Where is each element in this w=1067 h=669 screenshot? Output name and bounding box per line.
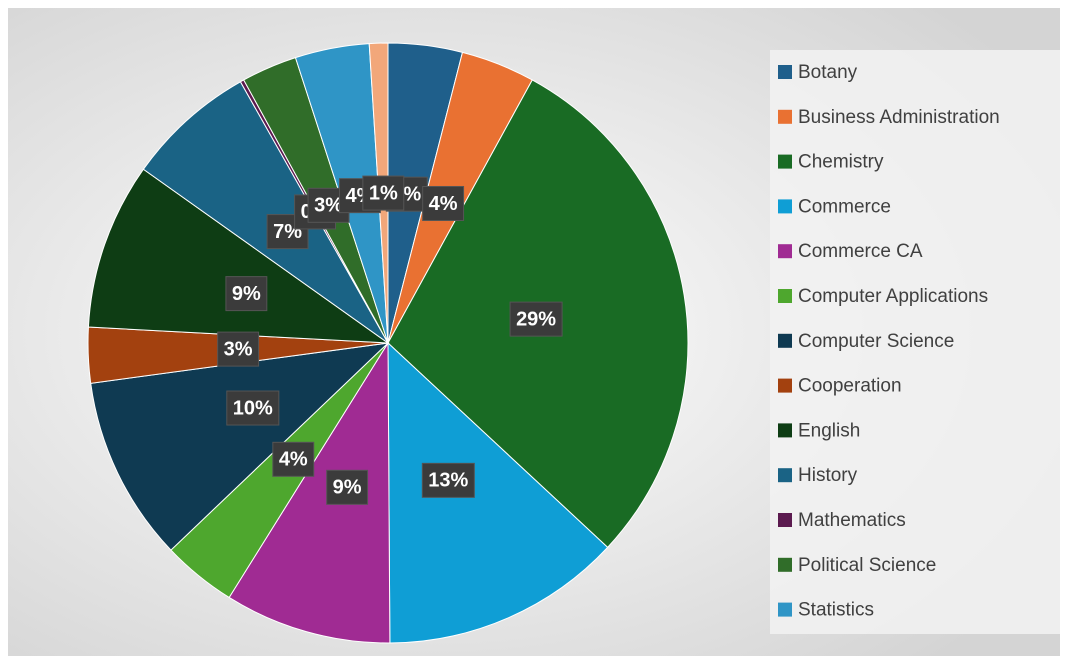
legend-label: Statistics <box>798 600 874 621</box>
legend-swatch <box>778 65 792 79</box>
data-label: 10% <box>226 390 280 426</box>
legend-swatch <box>778 602 792 617</box>
data-label: 3% <box>217 331 260 367</box>
data-label: 29% <box>509 301 563 337</box>
data-label-box <box>226 390 280 426</box>
legend: Botany Business Administration Chemistry Co… <box>778 62 1000 621</box>
data-label: 9% <box>225 276 268 312</box>
legend-label: Computer Science <box>798 331 954 352</box>
data-label-box <box>326 469 369 505</box>
pie-slice <box>228 341 391 644</box>
legend-swatch <box>778 154 792 169</box>
pie-slice <box>387 341 609 644</box>
data-label-text: 1% <box>369 182 398 204</box>
legend-label: Computer Applications <box>798 286 988 307</box>
pie <box>87 42 689 644</box>
data-label-box <box>509 301 563 337</box>
pie-slice <box>142 81 389 344</box>
data-label-text: 13% <box>428 470 468 492</box>
data-label-box <box>422 185 465 221</box>
data-label-box <box>272 441 315 477</box>
legend-swatch <box>778 513 792 527</box>
data-label-box <box>421 462 475 498</box>
legend-label: Mathematics <box>798 510 906 531</box>
data-label: 4% <box>422 185 465 221</box>
data-labels: 4%4%29%13%9%4%10%3%9%7%0%3%4%1% <box>217 175 563 505</box>
legend-label: Cooperation <box>798 376 902 397</box>
data-label: 1% <box>362 175 405 211</box>
legend-label: Business Administration <box>798 107 1000 128</box>
data-label-box <box>362 175 405 211</box>
legend-panel <box>770 50 1060 634</box>
legend-swatch <box>778 557 792 572</box>
legend-label: Chemistry <box>798 152 884 173</box>
data-label: 13% <box>421 462 475 498</box>
data-label-text: 4% <box>279 449 308 471</box>
pie-slice <box>90 342 390 551</box>
legend-swatch <box>778 468 792 483</box>
data-label-text: 3% <box>224 338 253 360</box>
legend-label: Botany <box>798 62 858 83</box>
data-label-text: 3% <box>314 195 343 217</box>
data-label-text: 9% <box>232 283 261 305</box>
legend-label: History <box>798 465 858 486</box>
legend-swatch <box>778 199 792 214</box>
legend-swatch <box>778 423 792 438</box>
pie-slice <box>87 168 390 344</box>
legend-swatch <box>778 378 792 393</box>
data-label-text: 9% <box>333 477 362 499</box>
data-label-box <box>225 276 268 312</box>
data-label: 9% <box>326 469 369 505</box>
data-label-text: 29% <box>516 308 556 330</box>
legend-swatch <box>778 109 792 124</box>
data-label-box <box>217 331 260 367</box>
legend-label: Commerce <box>798 196 891 217</box>
legend-label: Commerce CA <box>798 241 923 262</box>
data-label-text: 4% <box>429 193 458 215</box>
data-label: 3% <box>307 187 350 223</box>
legend-swatch <box>778 244 792 259</box>
data-label-text: 10% <box>233 397 273 419</box>
data-label: 4% <box>272 441 315 477</box>
legend-label: Political Science <box>798 555 936 576</box>
legend-swatch <box>778 289 792 303</box>
legend-swatch <box>778 333 792 348</box>
legend-label: English <box>798 420 860 441</box>
